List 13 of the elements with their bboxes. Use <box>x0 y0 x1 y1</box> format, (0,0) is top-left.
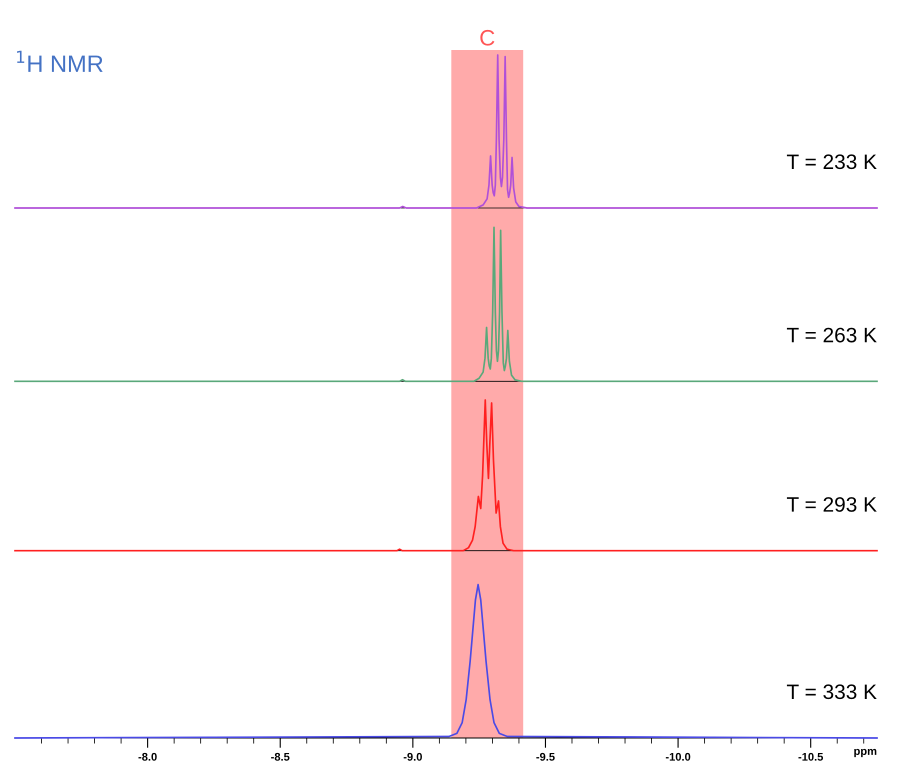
x-axis-title: ppm <box>854 748 876 758</box>
series-label: T = 233 K <box>786 154 877 170</box>
x-tick-label: -8.0 <box>138 752 157 761</box>
chart-title: $^{1}$H NMR <box>17 50 103 72</box>
x-tick-label: -10.5 <box>798 752 824 761</box>
series-label: T = 293 K <box>786 497 877 512</box>
x-tick-label: -8.5 <box>271 752 290 761</box>
x-tick-label: -9.5 <box>536 752 555 761</box>
series-label: T = 263 K <box>786 328 877 342</box>
band-label: C <box>480 30 494 46</box>
x-tick-label: -10.0 <box>666 752 690 761</box>
series-label: T = 333 K <box>786 684 877 700</box>
x-tick-label: -9.0 <box>404 752 422 761</box>
